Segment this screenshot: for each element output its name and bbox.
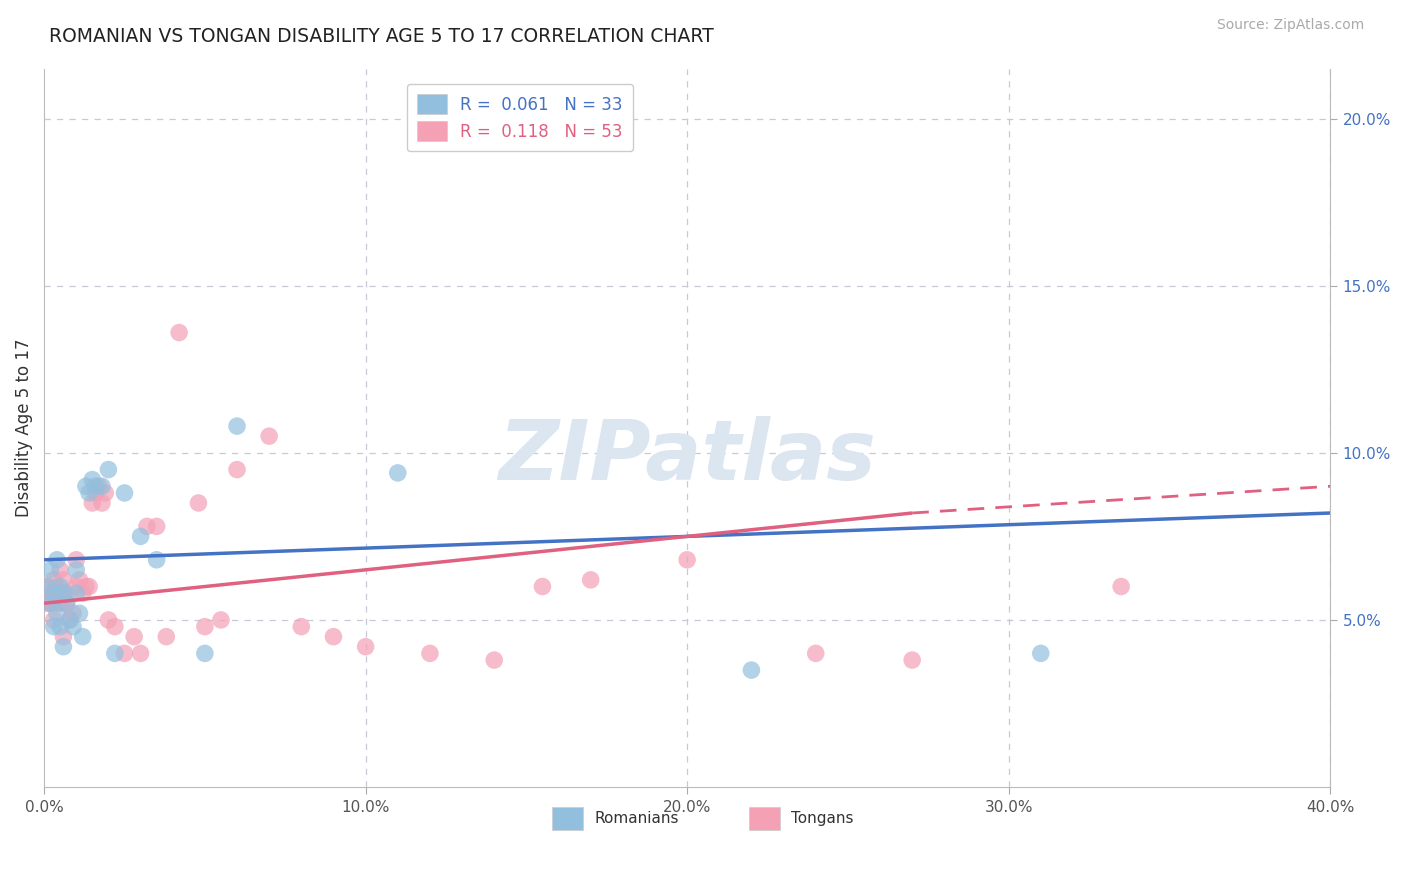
Text: Romanians: Romanians	[593, 811, 679, 826]
Point	[49, 580, 72, 594]
Point	[740, 663, 762, 677]
Point	[39, 563, 62, 577]
Point	[39, 596, 62, 610]
Point	[97, 462, 120, 476]
Point	[579, 573, 602, 587]
Text: Source: ZipAtlas.com: Source: ZipAtlas.com	[1216, 18, 1364, 32]
Point	[290, 620, 312, 634]
Point	[122, 630, 145, 644]
Point	[77, 486, 100, 500]
Point	[69, 607, 91, 621]
Point	[72, 586, 94, 600]
Point	[387, 466, 409, 480]
Point	[104, 620, 127, 634]
Text: ZIPatlas: ZIPatlas	[498, 416, 876, 497]
Point	[52, 640, 75, 654]
Point	[226, 419, 249, 434]
Point	[145, 519, 167, 533]
Point	[65, 553, 87, 567]
Point	[136, 519, 159, 533]
Legend: R =  0.061   N = 33, R =  0.118   N = 53: R = 0.061 N = 33, R = 0.118 N = 53	[406, 84, 633, 152]
Point	[97, 613, 120, 627]
Point	[484, 653, 506, 667]
Point	[354, 640, 377, 654]
Point	[167, 326, 190, 340]
Point	[55, 596, 77, 610]
Point	[84, 479, 107, 493]
Point	[55, 586, 77, 600]
Point	[39, 586, 62, 600]
Point	[37, 596, 59, 610]
Point	[194, 620, 217, 634]
Point	[52, 573, 75, 587]
Point	[91, 496, 114, 510]
Point	[37, 580, 59, 594]
Point	[52, 630, 75, 644]
Point	[257, 429, 280, 443]
Point	[145, 553, 167, 567]
Point	[49, 620, 72, 634]
Point	[72, 630, 94, 644]
Y-axis label: Disability Age 5 to 17: Disability Age 5 to 17	[15, 339, 32, 517]
Point	[46, 553, 69, 567]
Point	[226, 462, 249, 476]
Point	[91, 479, 114, 493]
Point	[65, 563, 87, 577]
Point	[114, 486, 136, 500]
Point	[42, 613, 65, 627]
Point	[52, 586, 75, 600]
Point	[39, 596, 62, 610]
Point	[59, 613, 82, 627]
Point	[129, 646, 152, 660]
Point	[155, 630, 177, 644]
Point	[75, 580, 97, 594]
Text: ROMANIAN VS TONGAN DISABILITY AGE 5 TO 17 CORRELATION CHART: ROMANIAN VS TONGAN DISABILITY AGE 5 TO 1…	[49, 27, 714, 45]
Point	[65, 580, 87, 594]
Point	[1029, 646, 1052, 660]
Point	[419, 646, 441, 660]
Point	[187, 496, 209, 510]
Point	[94, 486, 117, 500]
Point	[42, 586, 65, 600]
Point	[49, 563, 72, 577]
Point	[46, 596, 69, 610]
Point	[49, 586, 72, 600]
Point	[75, 479, 97, 493]
Point	[804, 646, 827, 660]
Point	[46, 607, 69, 621]
Point	[65, 586, 87, 600]
Point	[676, 553, 699, 567]
Point	[69, 573, 91, 587]
Point	[62, 607, 84, 621]
Point	[129, 529, 152, 543]
Point	[104, 646, 127, 660]
Text: Tongans: Tongans	[790, 811, 853, 826]
Point	[209, 613, 232, 627]
Point	[42, 573, 65, 587]
Point	[37, 580, 59, 594]
Point	[55, 596, 77, 610]
Point	[322, 630, 344, 644]
Point	[77, 580, 100, 594]
Point	[1109, 580, 1132, 594]
Point	[82, 496, 104, 510]
Point	[194, 646, 217, 660]
Point	[531, 580, 554, 594]
Point	[42, 620, 65, 634]
Point	[49, 596, 72, 610]
Point	[87, 479, 110, 493]
Point	[84, 486, 107, 500]
Point	[46, 580, 69, 594]
Point	[62, 620, 84, 634]
Point	[901, 653, 924, 667]
Point	[82, 473, 104, 487]
Point	[59, 613, 82, 627]
Point	[114, 646, 136, 660]
